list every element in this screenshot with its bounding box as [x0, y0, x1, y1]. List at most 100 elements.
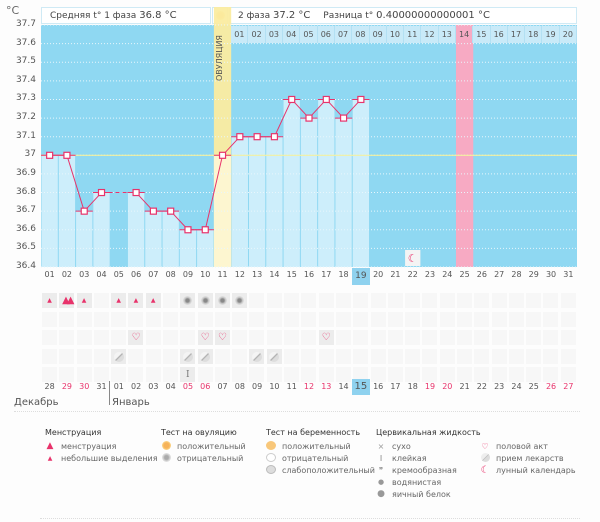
symbol-cell[interactable]: [128, 367, 144, 382]
calendar-date[interactable]: 22: [476, 382, 487, 391]
symbol-cell[interactable]: [543, 330, 559, 345]
symbol-cell[interactable]: [335, 312, 351, 327]
x-tick-label[interactable]: 03: [79, 270, 90, 279]
calendar-date[interactable]: 12: [303, 382, 315, 391]
heart-icon[interactable]: ♡: [318, 330, 334, 345]
symbol-cell[interactable]: [145, 367, 161, 382]
symbol-cell[interactable]: [76, 312, 92, 327]
symbol-cell[interactable]: [353, 349, 369, 364]
symbol-cell[interactable]: [284, 330, 300, 345]
pill-icon[interactable]: [111, 349, 127, 364]
calendar-date[interactable]: 19: [424, 382, 436, 391]
symbol-cell[interactable]: [42, 312, 57, 327]
symbol-cell[interactable]: [93, 349, 109, 364]
x-tick-label[interactable]: 06: [130, 270, 142, 279]
symbol-cell[interactable]: [405, 312, 421, 327]
symbol-cell[interactable]: [370, 330, 386, 345]
symbol-cell[interactable]: [163, 293, 179, 308]
x-tick-label[interactable]: 17: [321, 270, 332, 279]
symbol-cell[interactable]: [266, 312, 282, 327]
calendar-date[interactable]: 29: [61, 382, 73, 391]
symbol-cell[interactable]: [42, 330, 57, 345]
x-tick-label[interactable]: 24: [442, 270, 453, 279]
symbol-cell[interactable]: [42, 367, 57, 382]
symbol-cell[interactable]: [180, 330, 196, 345]
symbol-cell[interactable]: [76, 367, 92, 382]
symbol-cell[interactable]: [422, 330, 438, 345]
symbol-cell[interactable]: [474, 312, 490, 327]
symbol-cell[interactable]: [370, 293, 386, 308]
symbol-cell[interactable]: [111, 330, 127, 345]
calendar-date[interactable]: 23: [494, 382, 505, 391]
symbol-cell[interactable]: [249, 330, 265, 345]
ovulation-negative-icon[interactable]: [232, 293, 248, 308]
symbol-cell[interactable]: [197, 367, 213, 382]
x-tick-label[interactable]: 25: [459, 270, 470, 279]
symbol-cell[interactable]: [59, 349, 75, 364]
symbol-cell[interactable]: [387, 293, 403, 308]
symbol-cell[interactable]: [42, 349, 57, 364]
symbol-cell[interactable]: [76, 330, 92, 345]
symbol-cell[interactable]: [387, 330, 403, 345]
x-tick-label[interactable]: 28: [511, 270, 522, 279]
symbol-cell[interactable]: [508, 312, 524, 327]
calendar-date[interactable]: 10: [269, 382, 280, 391]
calendar-date[interactable]: 05: [182, 382, 194, 391]
symbol-cell[interactable]: [543, 349, 559, 364]
symbol-cell[interactable]: [111, 312, 127, 327]
symbol-cell[interactable]: [491, 312, 507, 327]
symbol-cell[interactable]: [474, 349, 490, 364]
symbol-cell[interactable]: [491, 293, 507, 308]
x-tick-label[interactable]: 22: [407, 270, 418, 279]
symbol-cell[interactable]: [439, 367, 455, 382]
symbol-cell[interactable]: [214, 349, 230, 364]
symbol-cell[interactable]: [76, 349, 92, 364]
symbol-cell[interactable]: [405, 349, 421, 364]
symbol-cell[interactable]: [456, 367, 472, 382]
symbol-cell[interactable]: [560, 349, 576, 364]
symbol-cell[interactable]: [59, 312, 75, 327]
symbol-cell[interactable]: [526, 312, 542, 327]
symbol-cell[interactable]: [301, 349, 317, 364]
calendar-date[interactable]: 06: [200, 382, 211, 391]
symbol-cell[interactable]: [526, 349, 542, 364]
symbol-cell[interactable]: [387, 367, 403, 382]
x-tick-label[interactable]: 08: [165, 270, 176, 279]
symbol-cell[interactable]: [508, 330, 524, 345]
pill-icon[interactable]: [197, 349, 213, 364]
symbol-cell[interactable]: [93, 293, 109, 308]
symbol-cell[interactable]: [318, 293, 334, 308]
symbol-cell[interactable]: [180, 312, 196, 327]
symbol-cell[interactable]: [232, 312, 248, 327]
symbol-cell[interactable]: [353, 293, 369, 308]
symbol-cell[interactable]: [508, 367, 524, 382]
symbol-cell[interactable]: [370, 312, 386, 327]
symbol-cell[interactable]: [335, 349, 351, 364]
ovulation-negative-icon[interactable]: [197, 293, 213, 308]
ovulation-negative-icon[interactable]: [180, 293, 196, 308]
symbol-cell[interactable]: [301, 312, 317, 327]
symbol-cell[interactable]: [543, 367, 559, 382]
calendar-date[interactable]: 16: [373, 382, 384, 391]
symbol-cell[interactable]: [214, 367, 230, 382]
x-tick-label[interactable]: 07: [148, 270, 159, 279]
x-tick-label[interactable]: 29: [528, 270, 539, 279]
symbol-cell[interactable]: [439, 330, 455, 345]
symbol-cell[interactable]: [387, 312, 403, 327]
symbol-cell[interactable]: [474, 367, 490, 382]
small-drop-icon[interactable]: ▲: [145, 293, 161, 308]
symbol-cell[interactable]: [249, 312, 265, 327]
symbol-cell[interactable]: [232, 349, 248, 364]
symbol-cell[interactable]: [508, 293, 524, 308]
symbol-cell[interactable]: [491, 349, 507, 364]
calendar-date[interactable]: 04: [165, 382, 176, 391]
symbol-cell[interactable]: [370, 349, 386, 364]
symbol-cell[interactable]: [474, 293, 490, 308]
x-tick-label[interactable]: 15: [286, 270, 297, 279]
symbol-cell[interactable]: [163, 349, 179, 364]
ovulation-negative-icon[interactable]: [214, 293, 230, 308]
symbol-cell[interactable]: [284, 367, 300, 382]
symbol-cell[interactable]: [249, 367, 265, 382]
calendar-date[interactable]: 09: [252, 382, 263, 391]
symbol-cell[interactable]: [560, 367, 576, 382]
